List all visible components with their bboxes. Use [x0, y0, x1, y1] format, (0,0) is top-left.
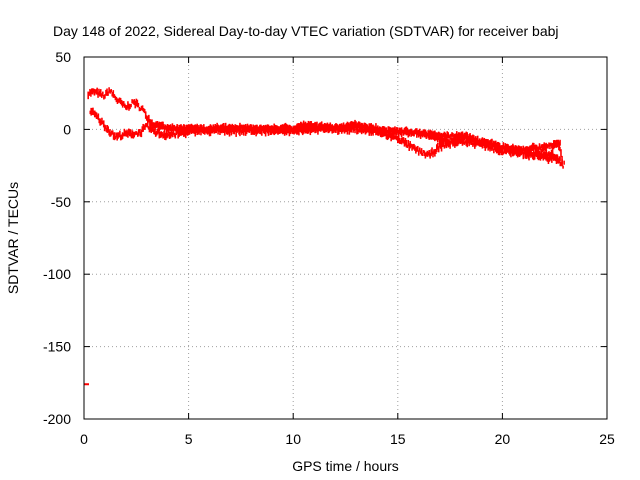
x-tick-label: 15 [390, 431, 406, 447]
x-tick-label: 5 [185, 431, 193, 447]
x-tick-label: 25 [599, 431, 615, 447]
x-axis-label: GPS time / hours [292, 458, 399, 474]
chart-title: Day 148 of 2022, Sidereal Day-to-day VTE… [53, 23, 559, 39]
grid [84, 57, 607, 419]
plot-frame [83, 56, 608, 420]
y-axis-label: SDTVAR / TECUs [5, 182, 21, 294]
x-tick-label: 10 [285, 431, 301, 447]
x-tick-label: 0 [80, 431, 88, 447]
x-tick-label: 20 [495, 431, 511, 447]
series-track-mid [150, 119, 561, 154]
y-tick-label: -150 [43, 339, 71, 355]
y-tick-label: -100 [43, 266, 71, 282]
y-tick-label: 0 [63, 121, 71, 137]
y-tick-label: 50 [55, 49, 71, 65]
y-tick-label: -200 [43, 411, 71, 427]
series-track-end-scatter [526, 139, 565, 169]
data-series [84, 87, 565, 386]
y-tick-label: -50 [51, 194, 71, 210]
axis-ticks: 0 5 10 15 20 25 -200 -150 -100 -50 0 50 [43, 49, 615, 447]
series-track-lower-left [89, 107, 563, 167]
